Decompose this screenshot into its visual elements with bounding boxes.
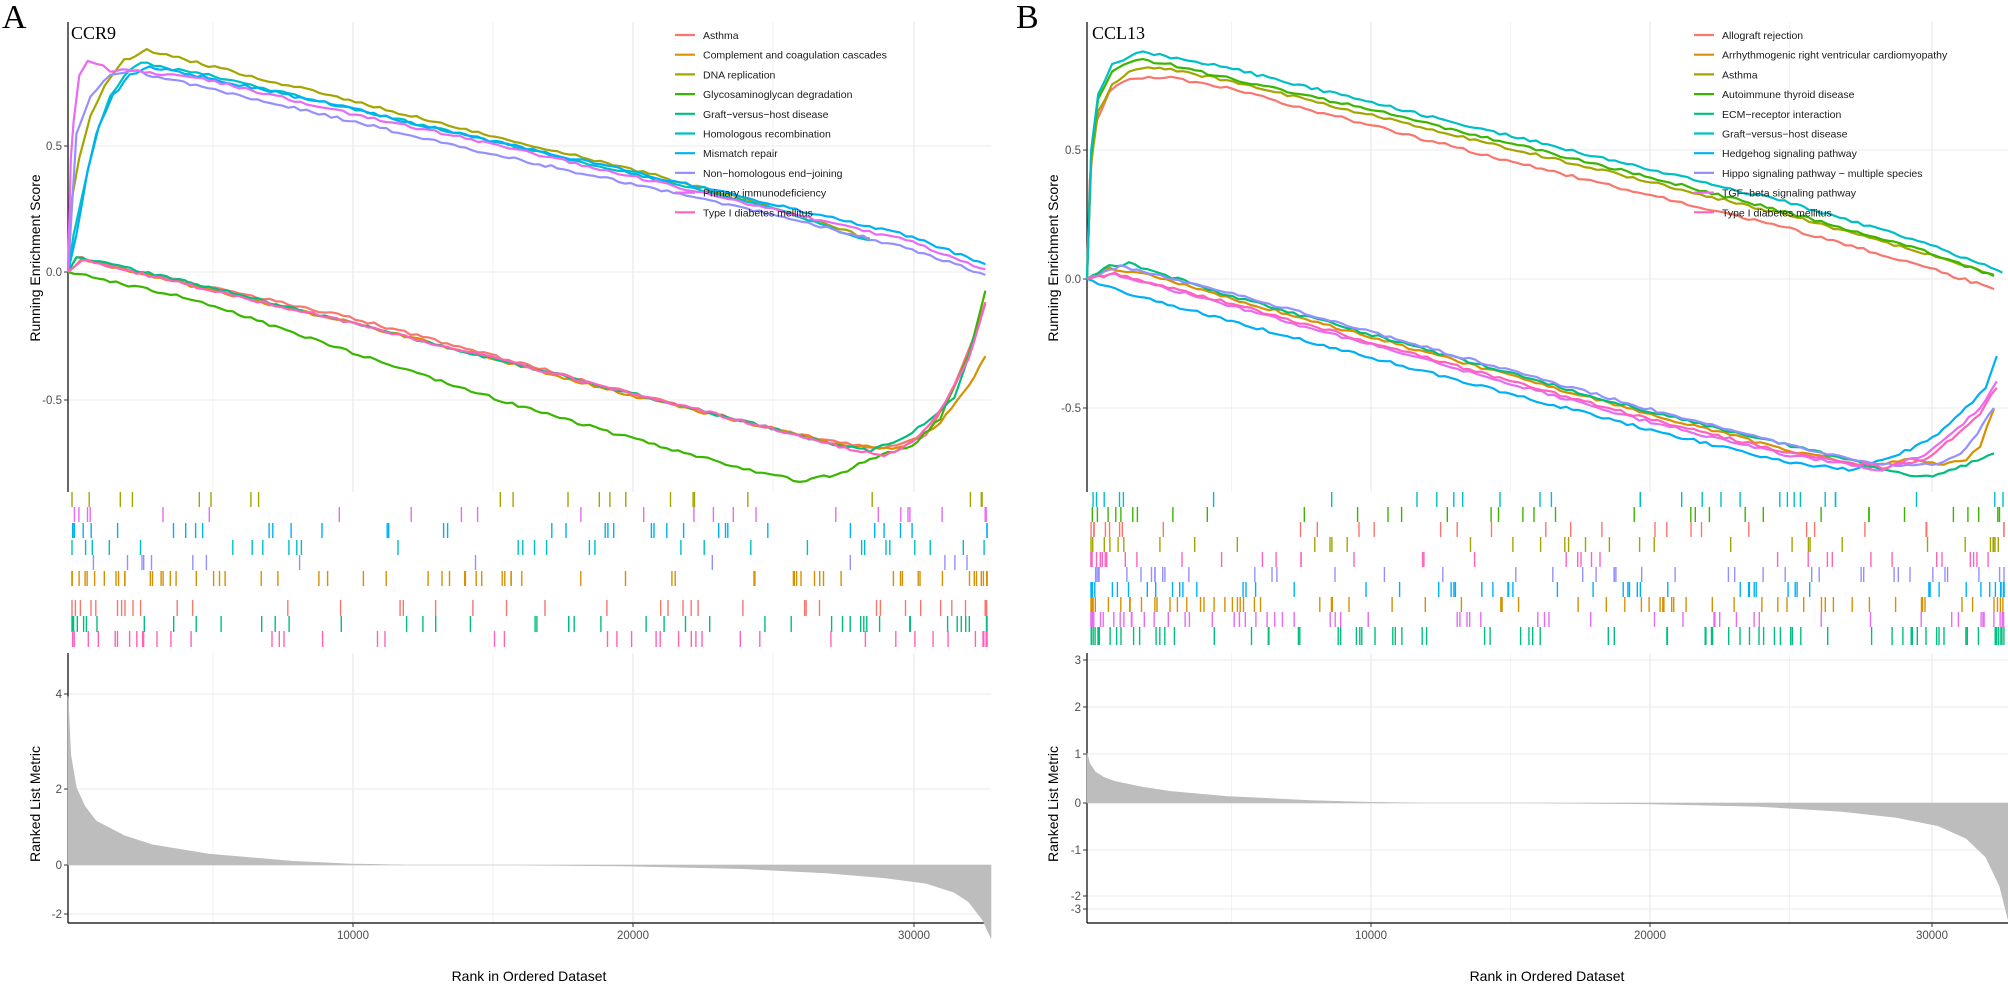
- gridlines: [68, 22, 991, 923]
- legend-label: Primary immunodeficiency: [703, 188, 827, 200]
- es-lines: [66, 48, 987, 483]
- legend-label: ECM−receptor interaction: [1722, 109, 1842, 121]
- es-line-6: [1086, 277, 1998, 472]
- y-axis-title-metric: Ranked List Metric: [1045, 746, 1061, 862]
- panel-a: A CCR9 Running Enrichment Score Ranked L…: [2, 0, 992, 984]
- hit-rug: [1090, 492, 2005, 645]
- y-tick-label: -0.5: [42, 395, 62, 407]
- ranked-metric-area: [1086, 753, 2008, 920]
- es-line-1: [1086, 266, 1996, 470]
- legend-label: Hedgehog signaling pathway: [1722, 148, 1858, 160]
- es-line-2: [66, 48, 871, 273]
- es-line-3: [67, 270, 987, 483]
- x-tick-label: 20000: [1634, 930, 1666, 942]
- gene-title: CCR9: [71, 23, 116, 43]
- legend-label: TGF−beta signaling pathway: [1722, 188, 1857, 200]
- x-tick-label: 30000: [1916, 930, 1948, 942]
- legend-label: Graft−versus−host disease: [1722, 129, 1848, 141]
- legend-label: Non−homologous end−joining: [703, 168, 843, 180]
- y-tick-label: 0.5: [1065, 145, 1081, 157]
- legend-label: DNA replication: [703, 69, 776, 81]
- y-tick-label: 4: [56, 689, 63, 701]
- x-axis-title: Rank in Ordered Dataset: [452, 968, 607, 984]
- hit-rug: [71, 492, 988, 647]
- es-line-9: [67, 258, 987, 458]
- y-tick-label: -0.5: [1061, 403, 1081, 415]
- legend-label: Asthma: [1722, 69, 1758, 81]
- y-tick-label: 0.0: [46, 267, 62, 279]
- legend-label: Graft−versus−host disease: [703, 109, 829, 121]
- y-tick-label: 0.5: [46, 141, 62, 153]
- y-tick-label: 0: [56, 860, 62, 872]
- es-line-6: [66, 65, 986, 273]
- legend-label: Arrhythmogenic right ventricular cardiom…: [1722, 50, 1948, 62]
- y-tick-label: 0.0: [1065, 274, 1081, 286]
- legend: Asthma Complement and coagulation cascade…: [675, 30, 887, 219]
- panel-b: B CCL13 Running Enrichment Score Ranked …: [1016, 0, 2008, 984]
- panel-letter: A: [2, 0, 27, 36]
- legend-label: Type I diabetes mellitus: [1722, 207, 1832, 219]
- y-tick-label: -1: [1071, 845, 1081, 857]
- y-axis-title-es: Running Enrichment Score: [27, 174, 43, 342]
- es-line-9: [1086, 271, 1998, 470]
- y-axis-title-es: Running Enrichment Score: [1045, 174, 1061, 342]
- y-tick-label: 2: [56, 784, 62, 796]
- legend: Allograft rejection Arrhythmogenic right …: [1694, 30, 1948, 219]
- es-line-8: [66, 59, 986, 273]
- x-tick-label: 20000: [617, 930, 649, 942]
- x-tick-label: 10000: [1355, 930, 1387, 942]
- legend-label: Glycosaminoglycan degradation: [703, 89, 853, 101]
- es-lines: [1085, 50, 2003, 478]
- x-tick-label: 30000: [898, 930, 930, 942]
- y-tick-label: -2: [1071, 891, 1081, 903]
- legend-label: Asthma: [703, 30, 739, 42]
- x-axis-title: Rank in Ordered Dataset: [1470, 968, 1625, 984]
- es-line-8: [1086, 272, 1998, 472]
- es-line-0: [1085, 75, 1995, 291]
- legend-label: Autoimmune thyroid disease: [1722, 89, 1855, 101]
- legend-label: Complement and coagulation cascades: [703, 50, 887, 62]
- legend-label: Type I diabetes mellitus: [703, 207, 813, 219]
- y-axis-title-metric: Ranked List Metric: [27, 746, 43, 862]
- y-tick-label: 2: [1075, 702, 1081, 714]
- legend-label: Mismatch repair: [703, 148, 778, 160]
- es-line-7: [66, 69, 986, 276]
- y-tick-label: -2: [52, 909, 62, 921]
- es-line-4: [1086, 261, 1995, 478]
- y-tick-label: 1: [1075, 749, 1081, 761]
- es-line-3: [1085, 58, 1995, 280]
- legend-label: Homologous recombination: [703, 129, 831, 141]
- es-line-0: [67, 256, 987, 450]
- y-tick-label: 3: [1075, 655, 1081, 667]
- panel-letter: B: [1016, 0, 1039, 36]
- es-line-4: [67, 256, 981, 453]
- ranked-metric-area: [67, 696, 992, 939]
- y-tick-label: -3: [1071, 904, 1081, 916]
- legend-label: Hippo signaling pathway − multiple speci…: [1722, 168, 1923, 180]
- y-tick-label: 0: [1075, 798, 1081, 810]
- es-line-5: [1085, 50, 2003, 280]
- legend-label: Allograft rejection: [1722, 30, 1803, 42]
- x-tick-label: 10000: [337, 930, 369, 942]
- es-line-7: [1086, 264, 1995, 467]
- gene-title: CCL13: [1092, 23, 1145, 43]
